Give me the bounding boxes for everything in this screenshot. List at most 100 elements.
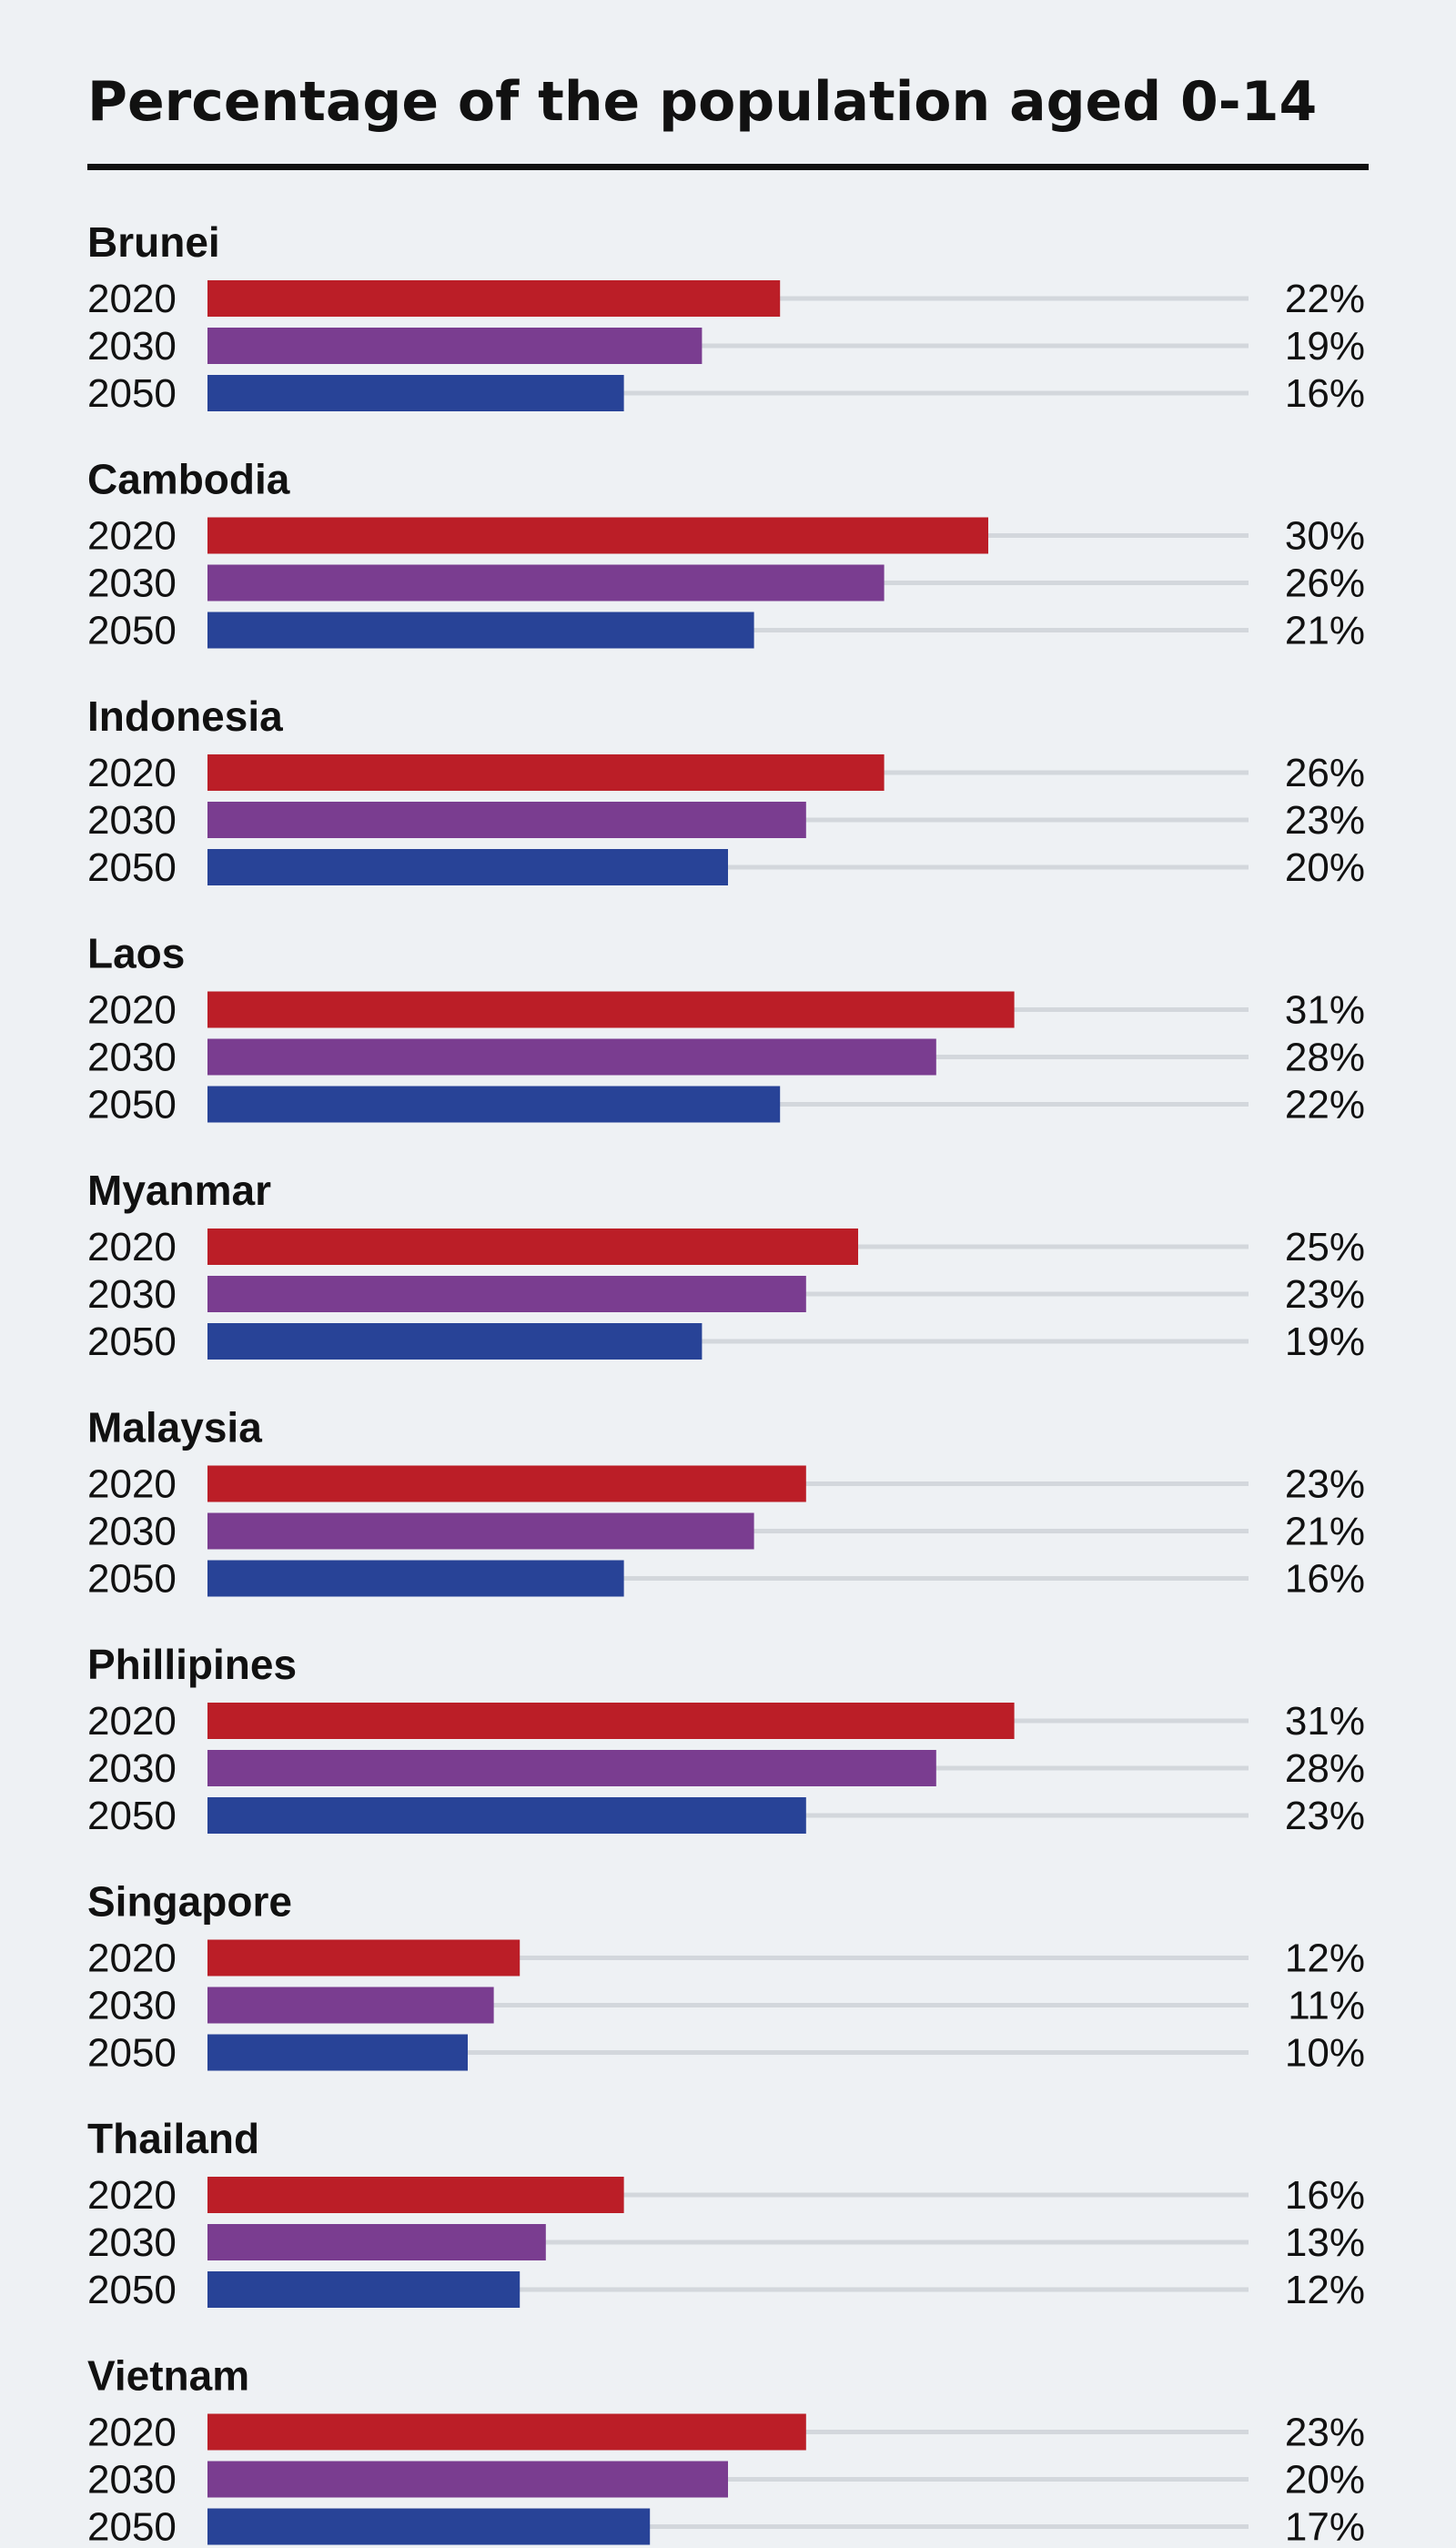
value-label-indonesia-2030: 23% <box>1285 798 1365 843</box>
bar-vietnam-2020 <box>207 2413 806 2451</box>
bar-brunei-2020 <box>207 280 781 317</box>
title-underline <box>87 164 1369 170</box>
year-label-vietnam-2050: 2050 <box>87 2505 177 2548</box>
value-label-brunei-2020: 22% <box>1285 277 1365 321</box>
value-label-laos-2020: 31% <box>1285 988 1365 1033</box>
bar-vietnam-2050 <box>207 2508 651 2545</box>
value-label-myanmar-2030: 23% <box>1285 1272 1365 1317</box>
country-label-laos: Laos <box>87 930 185 977</box>
bar-myanmar-2020 <box>207 1228 858 1265</box>
bar-laos-2050 <box>207 1086 781 1123</box>
bar-thailand-2030 <box>207 2224 546 2260</box>
year-label-malaysia-2050: 2050 <box>87 1557 177 1602</box>
bar-phillipines-2030 <box>207 1750 936 1786</box>
year-label-brunei-2020: 2020 <box>87 277 177 321</box>
value-label-brunei-2050: 16% <box>1285 371 1365 416</box>
bar-thailand-2020 <box>207 2177 624 2213</box>
bar-myanmar-2030 <box>207 1276 806 1312</box>
value-label-thailand-2030: 13% <box>1285 2220 1365 2265</box>
year-label-singapore-2020: 2020 <box>87 1936 177 1981</box>
value-label-cambodia-2030: 26% <box>1285 561 1365 606</box>
year-label-cambodia-2020: 2020 <box>87 514 177 559</box>
year-label-laos-2050: 2050 <box>87 1083 177 1127</box>
year-label-thailand-2030: 2030 <box>87 2220 177 2265</box>
value-label-myanmar-2020: 25% <box>1285 1225 1365 1269</box>
bar-indonesia-2020 <box>207 754 885 791</box>
value-label-malaysia-2020: 23% <box>1285 1462 1365 1507</box>
country-label-phillipines: Phillipines <box>87 1641 297 1688</box>
value-label-laos-2050: 22% <box>1285 1083 1365 1127</box>
value-label-indonesia-2050: 20% <box>1285 845 1365 890</box>
value-label-singapore-2030: 11% <box>1288 1984 1365 2028</box>
bar-singapore-2020 <box>207 1939 521 1977</box>
value-label-brunei-2030: 19% <box>1285 324 1365 369</box>
value-label-cambodia-2020: 30% <box>1285 514 1365 559</box>
bar-cambodia-2020 <box>207 517 988 554</box>
year-label-brunei-2030: 2030 <box>87 324 177 369</box>
year-label-phillipines-2050: 2050 <box>87 1794 177 1838</box>
year-label-indonesia-2020: 2020 <box>87 751 177 795</box>
year-label-vietnam-2020: 2020 <box>87 2411 177 2455</box>
bar-cambodia-2050 <box>207 612 754 649</box>
value-label-phillipines-2030: 28% <box>1285 1746 1365 1791</box>
bar-laos-2020 <box>207 991 1015 1028</box>
year-label-phillipines-2020: 2020 <box>87 1699 177 1744</box>
bar-indonesia-2030 <box>207 802 806 838</box>
bar-malaysia-2020 <box>207 1465 806 1502</box>
year-label-myanmar-2030: 2030 <box>87 1272 177 1317</box>
bar-malaysia-2030 <box>207 1512 754 1550</box>
year-label-singapore-2050: 2050 <box>87 2031 177 2076</box>
year-label-laos-2030: 2030 <box>87 1036 177 1080</box>
year-label-malaysia-2020: 2020 <box>87 1462 177 1507</box>
value-label-phillipines-2020: 31% <box>1285 1699 1365 1744</box>
bar-laos-2030 <box>207 1038 936 1076</box>
year-label-myanmar-2050: 2050 <box>87 1320 177 1364</box>
bar-phillipines-2020 <box>207 1703 1015 1739</box>
country-label-singapore: Singapore <box>87 1878 292 1926</box>
value-label-vietnam-2030: 20% <box>1285 2458 1365 2502</box>
value-label-phillipines-2050: 23% <box>1285 1794 1365 1838</box>
value-label-myanmar-2050: 19% <box>1285 1320 1365 1364</box>
bar-singapore-2050 <box>207 2034 468 2071</box>
year-label-phillipines-2030: 2030 <box>87 1746 177 1791</box>
year-label-cambodia-2050: 2050 <box>87 609 177 653</box>
year-label-indonesia-2050: 2050 <box>87 845 177 890</box>
year-label-laos-2020: 2020 <box>87 988 177 1033</box>
country-label-thailand: Thailand <box>87 2115 259 2162</box>
year-label-malaysia-2030: 2030 <box>87 1510 177 1554</box>
year-label-thailand-2020: 2020 <box>87 2173 177 2218</box>
value-label-singapore-2020: 12% <box>1285 1936 1365 1981</box>
value-label-vietnam-2050: 17% <box>1285 2505 1365 2548</box>
country-label-brunei: Brunei <box>87 218 220 266</box>
chart-title: Percentage of the population aged 0-14 <box>87 70 1318 134</box>
year-label-cambodia-2030: 2030 <box>87 561 177 606</box>
bar-brunei-2050 <box>207 375 624 411</box>
value-label-laos-2030: 28% <box>1285 1036 1365 1080</box>
year-label-brunei-2050: 2050 <box>87 371 177 416</box>
value-label-singapore-2050: 10% <box>1285 2031 1365 2076</box>
bar-singapore-2030 <box>207 1987 494 2024</box>
value-label-indonesia-2020: 26% <box>1285 751 1365 795</box>
bar-brunei-2030 <box>207 328 703 364</box>
bar-indonesia-2050 <box>207 849 728 885</box>
year-label-vietnam-2030: 2030 <box>87 2458 177 2502</box>
year-label-myanmar-2020: 2020 <box>87 1225 177 1269</box>
bar-phillipines-2050 <box>207 1797 806 1834</box>
value-label-thailand-2020: 16% <box>1285 2173 1365 2218</box>
bar-cambodia-2030 <box>207 564 885 602</box>
value-label-malaysia-2030: 21% <box>1285 1510 1365 1554</box>
year-label-thailand-2050: 2050 <box>87 2268 177 2312</box>
bar-vietnam-2030 <box>207 2461 728 2498</box>
bar-thailand-2050 <box>207 2271 521 2308</box>
country-label-vietnam: Vietnam <box>87 2352 249 2400</box>
value-label-cambodia-2050: 21% <box>1285 609 1365 653</box>
year-label-singapore-2030: 2030 <box>87 1984 177 2028</box>
value-label-vietnam-2020: 23% <box>1285 2411 1365 2455</box>
country-label-myanmar: Myanmar <box>87 1167 271 1214</box>
country-label-cambodia: Cambodia <box>87 456 290 503</box>
value-label-malaysia-2050: 16% <box>1285 1557 1365 1602</box>
bar-malaysia-2050 <box>207 1560 624 1597</box>
year-label-indonesia-2030: 2030 <box>87 798 177 843</box>
value-label-thailand-2050: 12% <box>1285 2268 1365 2312</box>
